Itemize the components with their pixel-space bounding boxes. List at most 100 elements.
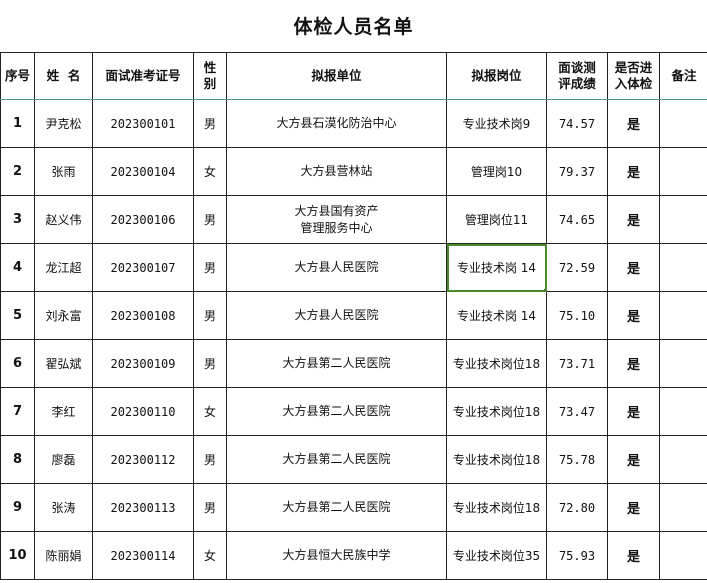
cell-score[interactable]: 74.57	[546, 99, 608, 148]
header-name[interactable]: 姓 名	[34, 52, 93, 100]
cell-exam-id[interactable]: 202300107	[92, 243, 194, 292]
cell-gender[interactable]: 男	[193, 339, 227, 388]
cell-physical[interactable]: 是	[607, 435, 660, 484]
cell-exam-id[interactable]: 202300101	[92, 99, 194, 148]
cell-unit[interactable]: 大方县恒大民族中学	[226, 531, 447, 580]
cell-post[interactable]: 专业技术岗9	[446, 99, 547, 148]
cell-score[interactable]: 79.37	[546, 147, 608, 196]
cell-note[interactable]	[659, 435, 707, 484]
cell-physical[interactable]: 是	[607, 387, 660, 436]
cell-physical[interactable]: 是	[607, 147, 660, 196]
cell-seq[interactable]: 1	[0, 99, 35, 148]
cell-score[interactable]: 75.10	[546, 291, 608, 340]
cell-note[interactable]	[659, 99, 707, 148]
cell-note[interactable]	[659, 339, 707, 388]
cell-post[interactable]: 专业技术岗位18	[446, 435, 547, 484]
cell-note[interactable]	[659, 531, 707, 580]
cell-seq[interactable]: 7	[0, 387, 35, 436]
cell-gender[interactable]: 男	[193, 435, 227, 484]
header-post[interactable]: 拟报岗位	[446, 52, 547, 100]
cell-note[interactable]	[659, 243, 707, 292]
cell-seq[interactable]: 5	[0, 291, 35, 340]
cell-score[interactable]: 74.65	[546, 195, 608, 244]
cell-score[interactable]: 75.78	[546, 435, 608, 484]
cell-physical[interactable]: 是	[607, 291, 660, 340]
header-gender[interactable]: 性 别	[193, 52, 227, 100]
cell-post[interactable]: 管理岗10	[446, 147, 547, 196]
cell-name[interactable]: 翟弘斌	[34, 339, 93, 388]
cell-physical[interactable]: 是	[607, 339, 660, 388]
cell-exam-id[interactable]: 202300104	[92, 147, 194, 196]
cell-score[interactable]: 73.71	[546, 339, 608, 388]
cell-unit[interactable]: 大方县国有资产 管理服务中心	[226, 195, 447, 244]
cell-unit[interactable]: 大方县第二人民医院	[226, 483, 447, 532]
cell-score[interactable]: 72.80	[546, 483, 608, 532]
header-note[interactable]: 备注	[659, 52, 707, 100]
cell-unit[interactable]: 大方县营林站	[226, 147, 447, 196]
cell-gender[interactable]: 男	[193, 483, 227, 532]
cell-gender[interactable]: 男	[193, 195, 227, 244]
cell-name[interactable]: 张雨	[34, 147, 93, 196]
cell-score[interactable]: 73.47	[546, 387, 608, 436]
cell-score[interactable]: 72.59	[546, 243, 608, 292]
cell-post[interactable]: 专业技术岗位18	[446, 387, 547, 436]
cell-gender[interactable]: 男	[193, 243, 227, 292]
cell-seq[interactable]: 10	[0, 531, 35, 580]
cell-unit[interactable]: 大方县石漠化防治中心	[226, 99, 447, 148]
cell-exam-id[interactable]: 202300114	[92, 531, 194, 580]
cell-name[interactable]: 尹克松	[34, 99, 93, 148]
cell-seq[interactable]: 4	[0, 243, 35, 292]
cell-name[interactable]: 李红	[34, 387, 93, 436]
cell-post[interactable]: 专业技术岗位18	[446, 339, 547, 388]
cell-gender[interactable]: 男	[193, 291, 227, 340]
cell-seq[interactable]: 8	[0, 435, 35, 484]
cell-seq[interactable]: 3	[0, 195, 35, 244]
header-exam-id[interactable]: 面试准考证号	[92, 52, 194, 100]
cell-unit[interactable]: 大方县第二人民医院	[226, 387, 447, 436]
cell-name[interactable]: 龙江超	[34, 243, 93, 292]
cell-exam-id[interactable]: 202300106	[92, 195, 194, 244]
cell-physical[interactable]: 是	[607, 531, 660, 580]
cell-exam-id[interactable]: 202300113	[92, 483, 194, 532]
cell-unit[interactable]: 大方县人民医院	[226, 243, 447, 292]
header-score[interactable]: 面谈测 评成绩	[546, 52, 608, 100]
cell-name[interactable]: 刘永富	[34, 291, 93, 340]
cell-physical[interactable]: 是	[607, 99, 660, 148]
cell-physical[interactable]: 是	[607, 243, 660, 292]
cell-note[interactable]	[659, 387, 707, 436]
cell-seq[interactable]: 2	[0, 147, 35, 196]
cell-exam-id[interactable]: 202300110	[92, 387, 194, 436]
cell-note[interactable]	[659, 483, 707, 532]
cell-name[interactable]: 廖磊	[34, 435, 93, 484]
header-seq[interactable]: 序号	[0, 52, 35, 100]
cell-post[interactable]: 管理岗位11	[446, 195, 547, 244]
cell-physical[interactable]: 是	[607, 195, 660, 244]
cell-seq[interactable]: 6	[0, 339, 35, 388]
cell-note[interactable]	[659, 147, 707, 196]
cell-unit[interactable]: 大方县人民医院	[226, 291, 447, 340]
header-physical[interactable]: 是否进 入体检	[607, 52, 660, 100]
cell-exam-id[interactable]: 202300109	[92, 339, 194, 388]
cell-exam-id[interactable]: 202300108	[92, 291, 194, 340]
cell-exam-id[interactable]: 202300112	[92, 435, 194, 484]
cell-name[interactable]: 陈丽娟	[34, 531, 93, 580]
cell-note[interactable]	[659, 291, 707, 340]
cell-post[interactable]: 专业技术岗位18	[446, 483, 547, 532]
cell-name[interactable]: 赵义伟	[34, 195, 93, 244]
cell-gender[interactable]: 女	[193, 147, 227, 196]
cell-name[interactable]: 张涛	[34, 483, 93, 532]
header-unit[interactable]: 拟报单位	[226, 52, 447, 100]
cell-gender[interactable]: 女	[193, 387, 227, 436]
cell-post[interactable]: 专业技术岗 14	[446, 243, 547, 292]
cell-note[interactable]	[659, 195, 707, 244]
cell-unit[interactable]: 大方县第二人民医院	[226, 339, 447, 388]
cell-post[interactable]: 专业技术岗 14	[446, 291, 547, 340]
table-row: 8 廖磊 202300112 男大方县第二人民医院 专业技术岗位18 75.78 是	[0, 435, 707, 484]
cell-physical[interactable]: 是	[607, 483, 660, 532]
cell-unit[interactable]: 大方县第二人民医院	[226, 435, 447, 484]
cell-gender[interactable]: 男	[193, 99, 227, 148]
cell-post[interactable]: 专业技术岗位35	[446, 531, 547, 580]
cell-gender[interactable]: 女	[193, 531, 227, 580]
cell-seq[interactable]: 9	[0, 483, 35, 532]
cell-score[interactable]: 75.93	[546, 531, 608, 580]
